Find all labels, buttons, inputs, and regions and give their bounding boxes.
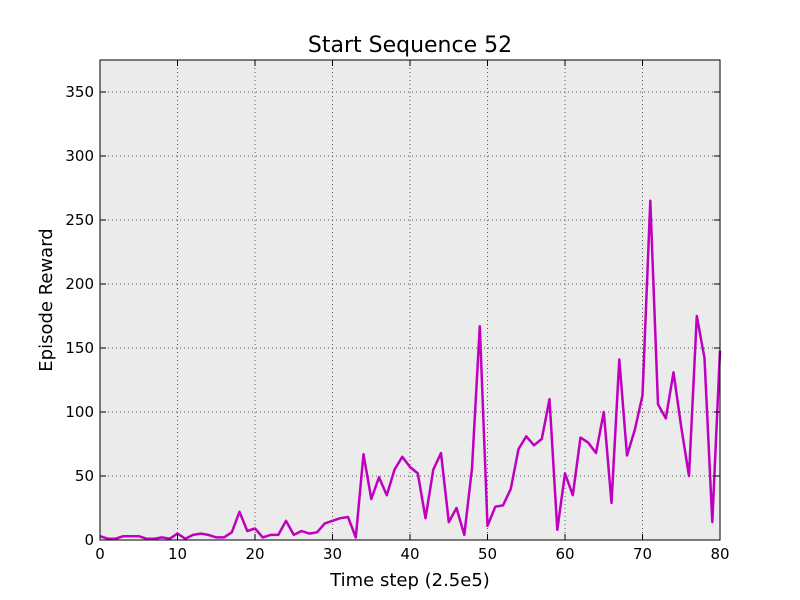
x-tick-label: 70	[633, 545, 652, 563]
x-tick-label: 50	[478, 545, 497, 563]
grid-lines	[100, 60, 720, 540]
y-tick-label: 200	[65, 275, 94, 293]
axis-ticks	[99, 60, 721, 541]
y-tick-label: 350	[65, 83, 94, 101]
y-tick-label: 50	[75, 467, 94, 485]
y-tick-labels: 0 50 100 150 200 250 300 350	[65, 83, 94, 549]
y-tick-label: 250	[65, 211, 94, 229]
y-tick-label: 0	[84, 531, 94, 549]
x-tick-label: 0	[95, 545, 105, 563]
x-tick-label: 80	[710, 545, 729, 563]
x-tick-label: 10	[168, 545, 187, 563]
y-tick-label: 300	[65, 147, 94, 165]
x-axis-label: Time step (2.5e5)	[329, 570, 490, 591]
x-tick-label: 30	[323, 545, 342, 563]
series-line-episode-reward	[99, 199, 722, 540]
y-tick-label: 100	[65, 403, 94, 421]
y-tick-label: 150	[65, 339, 94, 357]
y-axis-label: Episode Reward	[36, 228, 57, 371]
x-tick-label: 20	[245, 545, 264, 563]
x-tick-label: 40	[400, 545, 419, 563]
x-tick-labels: 0 10 20 30 40 50 60 70 80	[95, 545, 729, 563]
chart-title: Start Sequence 52	[308, 33, 512, 58]
x-tick-label: 60	[555, 545, 574, 563]
